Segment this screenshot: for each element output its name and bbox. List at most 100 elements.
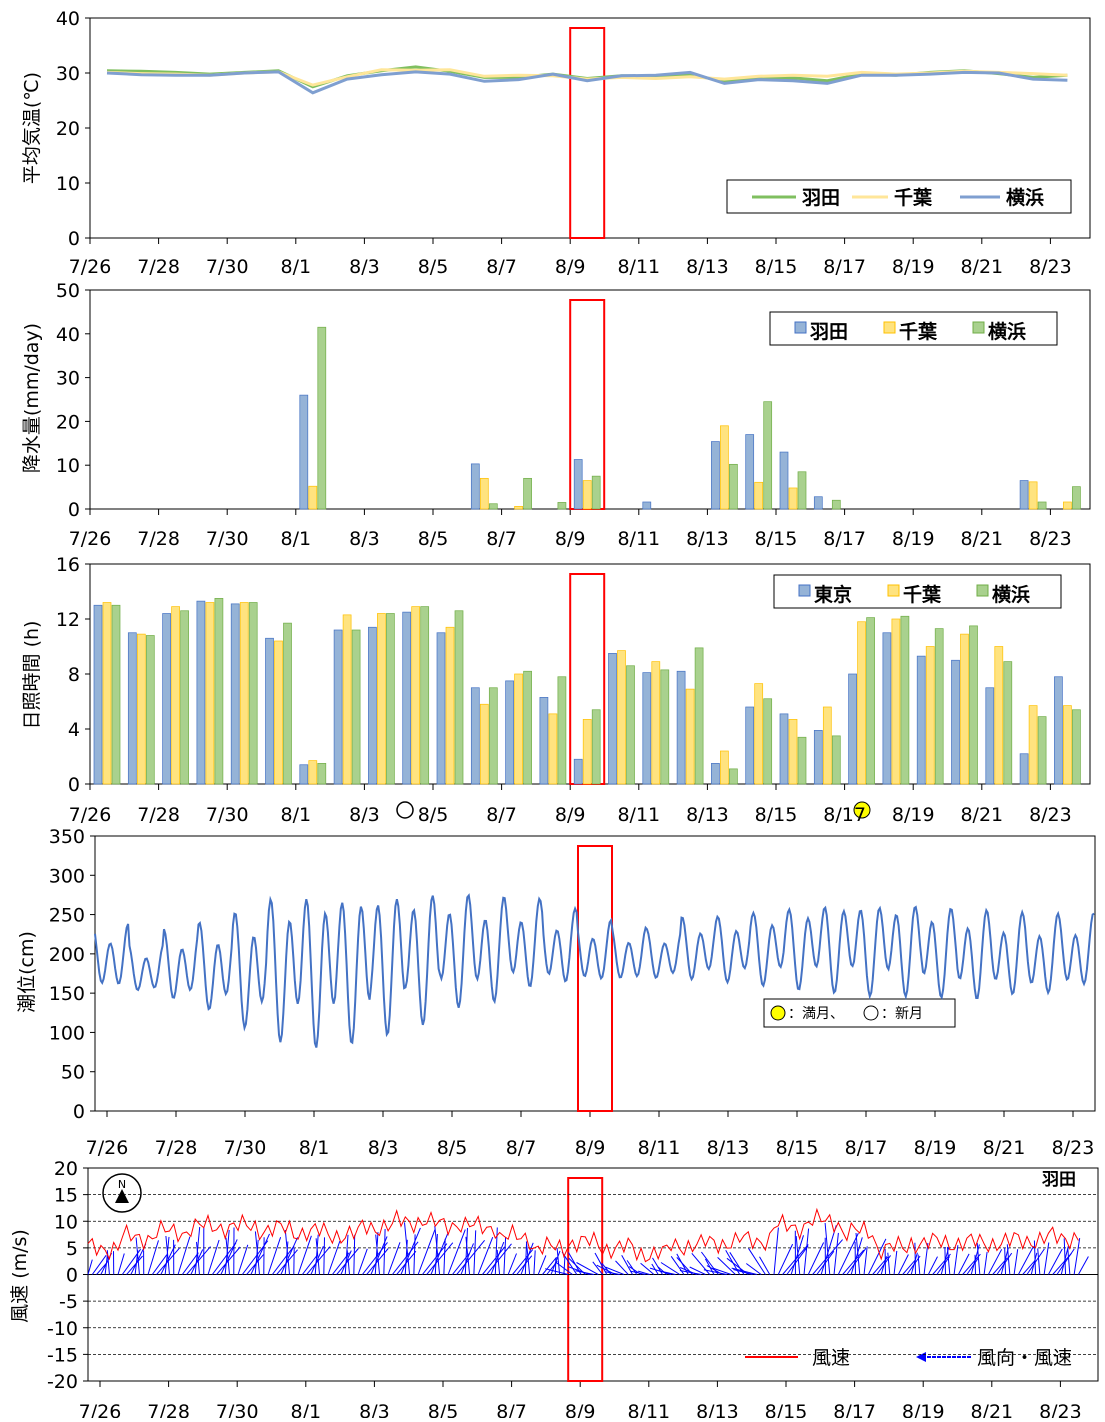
x-tick-label: 7/30 <box>206 256 249 278</box>
y-tick-label: 10 <box>56 455 80 477</box>
y-tick-label: -10 <box>47 1318 78 1340</box>
bar <box>471 688 479 784</box>
bar <box>1029 706 1037 784</box>
x-tick-label: 8/23 <box>1029 528 1072 550</box>
temp-line-0 <box>107 67 1067 87</box>
bar <box>240 603 248 785</box>
precipitation-legend: 羽田 千葉 横浜 <box>770 312 1057 345</box>
x-tick-label: 8/15 <box>776 1137 819 1159</box>
x-tick-label: 8/15 <box>755 256 798 278</box>
wind-vector <box>945 1247 946 1275</box>
bar <box>480 704 488 784</box>
bar <box>661 670 669 784</box>
bar <box>558 502 566 509</box>
wind-vector <box>1005 1248 1006 1275</box>
bar <box>1038 502 1046 509</box>
bar <box>446 627 454 784</box>
bar <box>729 769 737 784</box>
y-tick-label: 15 <box>54 1185 78 1207</box>
x-tick-label: 8/11 <box>617 256 660 278</box>
bar <box>832 500 840 509</box>
x-tick-label: 7/28 <box>137 528 180 550</box>
legend-yokohama: 横浜 <box>1006 186 1044 209</box>
bar <box>489 504 497 509</box>
y-tick-label: 350 <box>49 826 85 848</box>
wind-vector <box>843 1250 864 1274</box>
y-tick-label: 50 <box>61 1062 85 1084</box>
x-tick-label: 7/28 <box>147 1401 190 1418</box>
y-tick-label: -20 <box>47 1371 78 1393</box>
x-tick-label: 7/26 <box>69 804 112 826</box>
y-tick-label: 0 <box>68 499 80 521</box>
wind-vector <box>856 1233 860 1275</box>
x-tick-label: 8/11 <box>617 528 660 550</box>
bar <box>901 616 909 784</box>
bar <box>814 497 822 509</box>
bar <box>524 478 532 509</box>
bar <box>789 488 797 509</box>
x-tick-label: 8/11 <box>638 1137 681 1159</box>
bar <box>300 395 308 509</box>
x-tick-label: 8/15 <box>765 1401 808 1418</box>
temperature-ylabel: 平均気温(℃) <box>21 72 43 184</box>
bar <box>970 626 978 784</box>
wind-vector <box>324 1237 325 1274</box>
wind-vector <box>1048 1249 1062 1275</box>
wind-vector <box>947 1247 949 1275</box>
x-tick-label: 8/13 <box>686 804 729 826</box>
x-tick-label: 8/1 <box>281 256 312 278</box>
bar <box>746 707 754 784</box>
highlight-box <box>570 28 604 238</box>
tide-ylabel: 潮位(cm) <box>16 931 38 1013</box>
wind-vector <box>1034 1241 1035 1275</box>
bar <box>823 707 831 784</box>
wind-vector <box>984 1252 987 1275</box>
bar <box>377 614 385 785</box>
x-tick-label: 8/5 <box>437 1137 468 1159</box>
wind-vector <box>118 1254 124 1275</box>
x-tick-label: 8/3 <box>349 256 380 278</box>
tide-panel: 潮位(cm) ：満月、 ：新月 0501001502002503003507/2… <box>16 826 1095 1159</box>
wind-vector <box>834 1233 838 1275</box>
wind-vector <box>808 1243 823 1275</box>
bar <box>146 636 154 785</box>
bar <box>814 730 822 784</box>
wind-vector <box>671 1256 684 1274</box>
x-tick-label: 7/26 <box>69 528 112 550</box>
bar <box>755 482 763 509</box>
bar <box>352 630 360 784</box>
y-tick-label: 5 <box>66 1238 78 1260</box>
wind-ylabel: 風速 (m/s) <box>9 1229 31 1323</box>
x-tick-label: 8/19 <box>892 528 935 550</box>
bar <box>592 476 600 509</box>
y-tick-label: 40 <box>56 324 80 346</box>
bar <box>318 763 326 784</box>
x-tick-label: 8/23 <box>1029 256 1072 278</box>
x-tick-label: 7/30 <box>206 804 249 826</box>
bar <box>574 460 582 509</box>
y-tick-label: 100 <box>49 1022 85 1044</box>
bar <box>480 478 488 509</box>
wind-vector <box>444 1239 445 1275</box>
bar <box>334 630 342 784</box>
bar <box>583 481 591 509</box>
legend-chiba: 千葉 <box>894 187 933 209</box>
wind-vector <box>1014 1249 1018 1274</box>
bar <box>300 765 308 784</box>
bar <box>858 622 866 784</box>
x-tick-label: 8/1 <box>299 1137 330 1159</box>
wind-vector <box>958 1254 969 1275</box>
wind-vector <box>504 1237 506 1274</box>
y-tick-label: 4 <box>68 719 80 741</box>
x-tick-label: 8/17 <box>823 804 866 826</box>
x-tick-label: 8/17 <box>845 1137 888 1159</box>
x-tick-label: 8/7 <box>486 528 517 550</box>
x-tick-label: 8/21 <box>960 528 1003 550</box>
bar <box>266 638 274 784</box>
bar <box>558 677 566 784</box>
wind-vector <box>804 1229 809 1275</box>
wind-vector <box>749 1248 766 1274</box>
